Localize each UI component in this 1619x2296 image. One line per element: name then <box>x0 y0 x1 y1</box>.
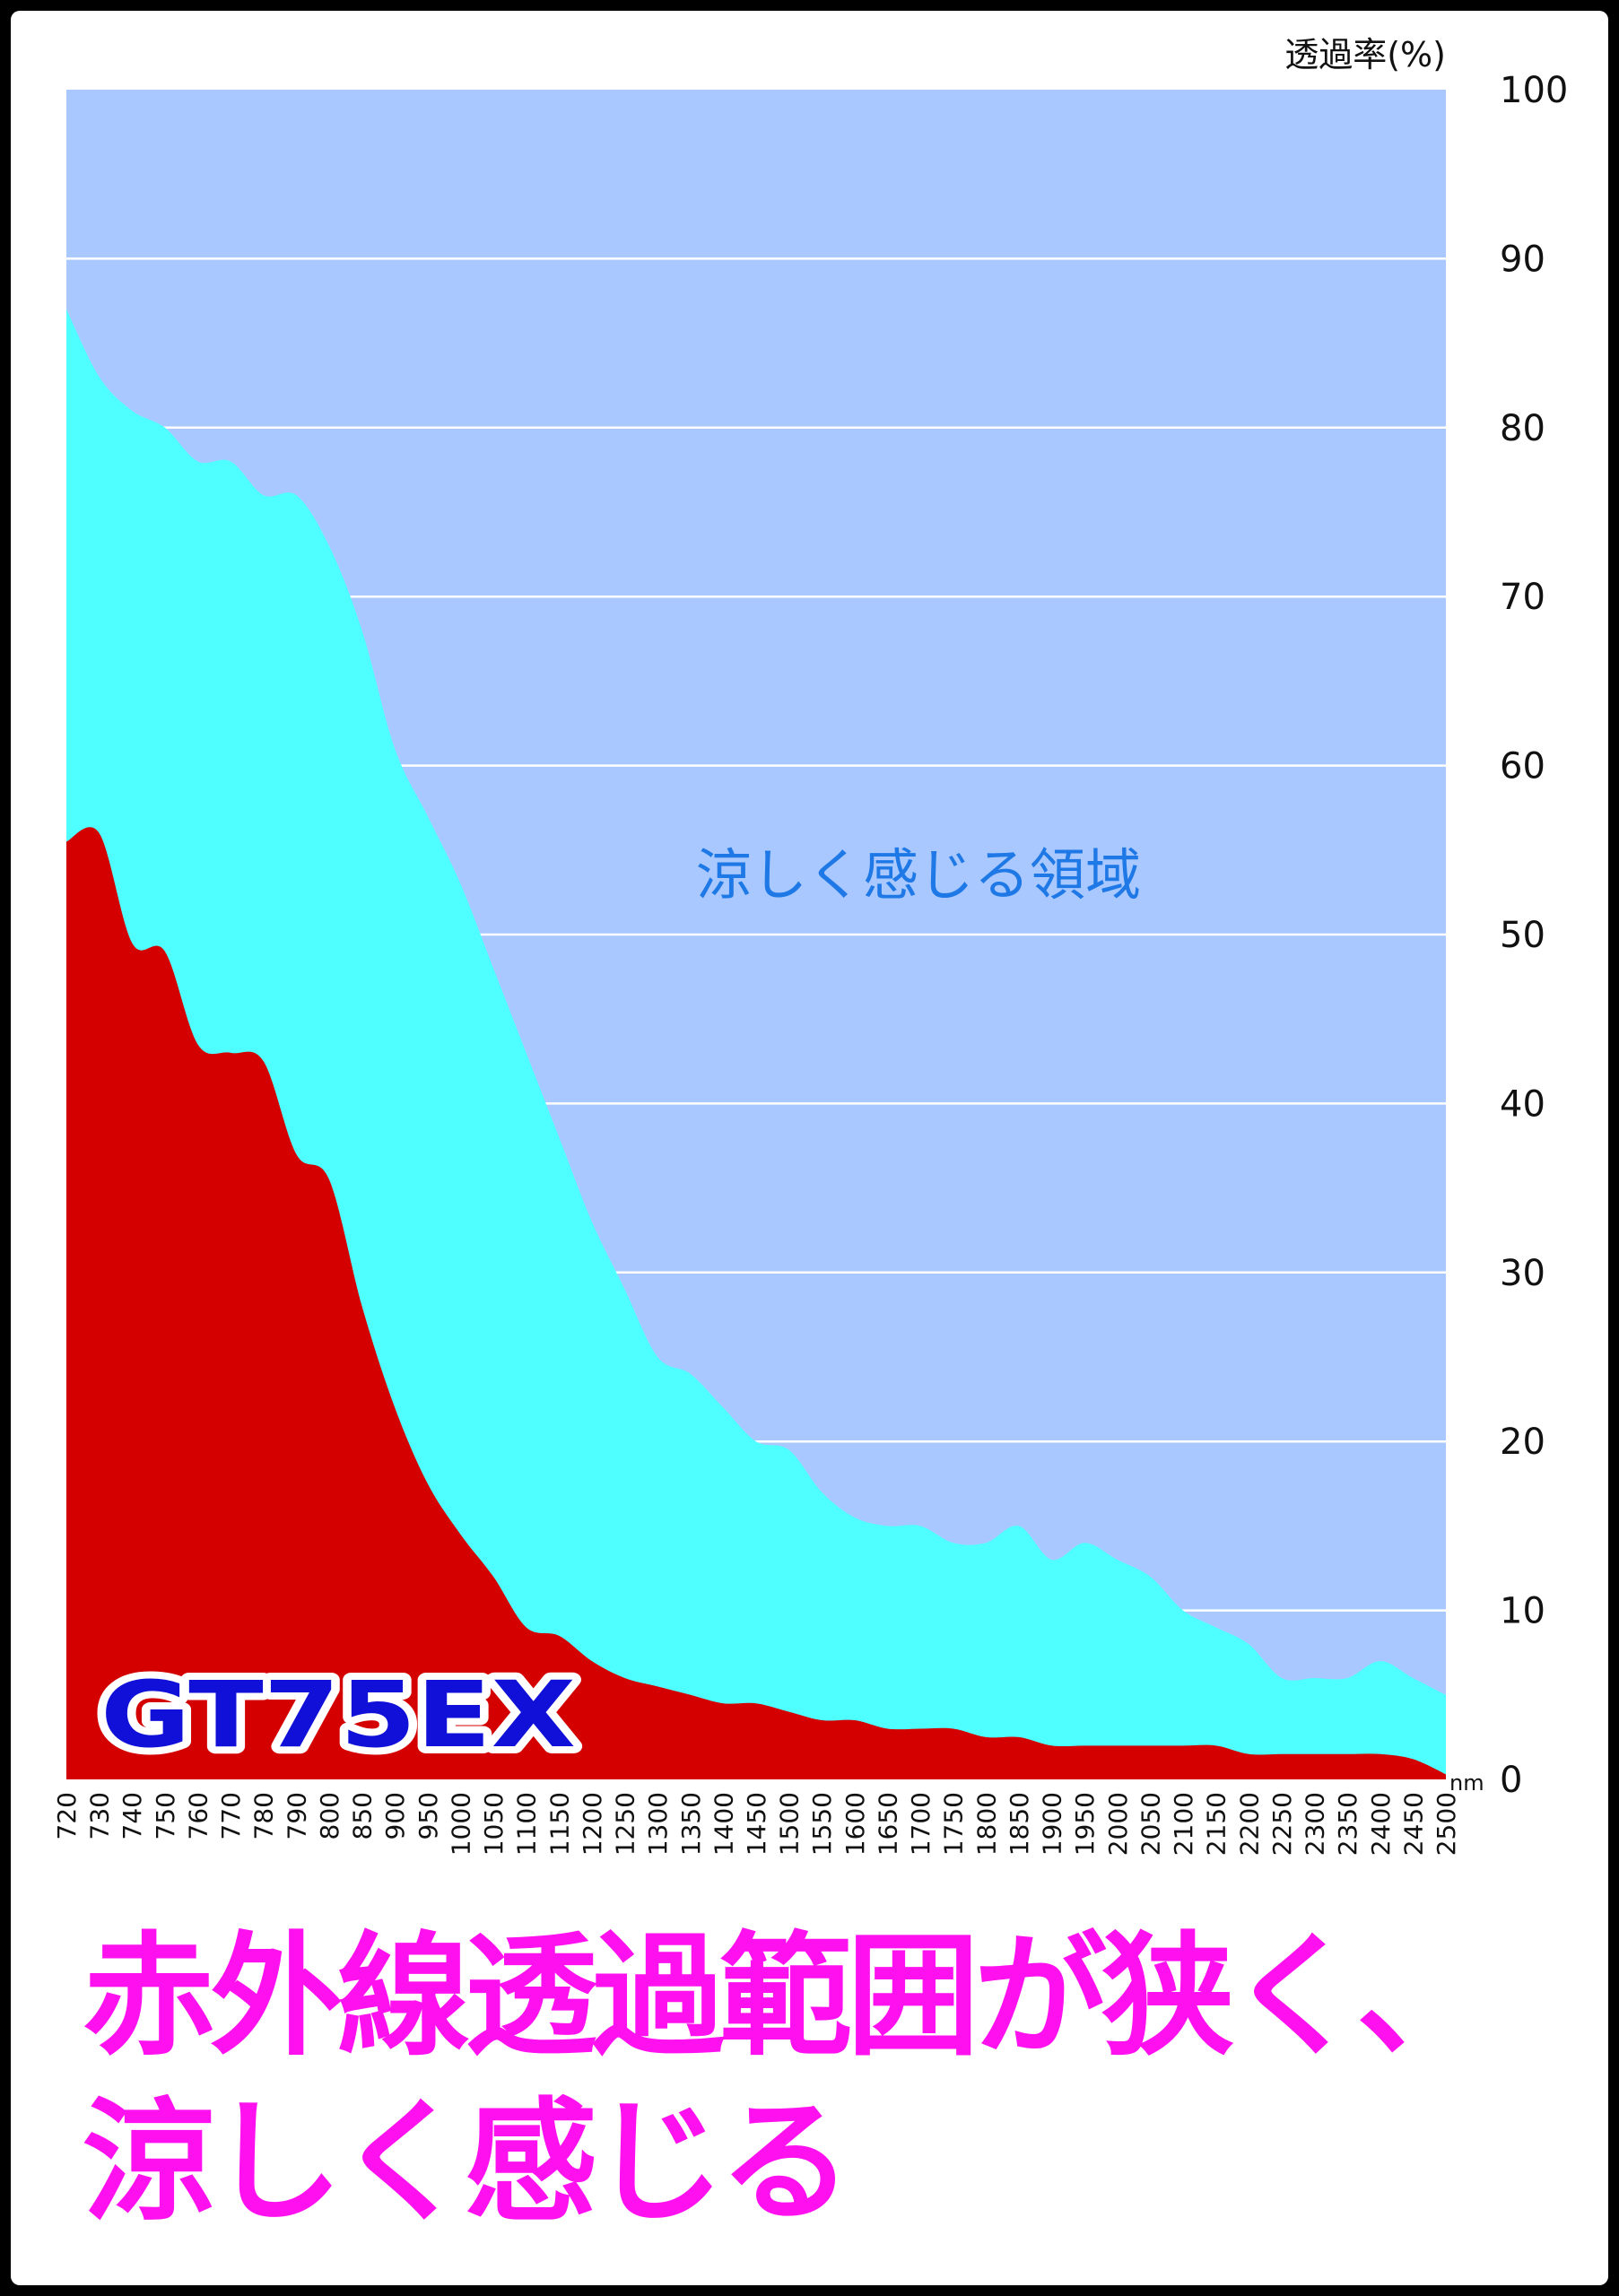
x-tick-label: 1550 <box>807 1792 837 1856</box>
area-series-red <box>66 827 1446 1779</box>
x-tick-label: 1450 <box>742 1792 771 1856</box>
x-tick-label: 780 <box>249 1792 279 1839</box>
x-tick-label: 1000 <box>446 1792 475 1856</box>
y-tick-label: 30 <box>1500 1253 1545 1294</box>
x-tick-label: 760 <box>183 1792 213 1839</box>
x-tick-label: 1850 <box>1005 1792 1034 1856</box>
y-tick-label: 10 <box>1500 1591 1545 1632</box>
x-tick-label: 900 <box>380 1792 410 1839</box>
x-tick-label: 1900 <box>1038 1792 1067 1856</box>
x-tick-label: 1100 <box>512 1792 542 1856</box>
x-tick-label: 2450 <box>1398 1792 1428 1856</box>
x-tick-label: 850 <box>348 1792 378 1839</box>
headline-line-2: 涼しく感じる <box>83 2085 852 2239</box>
y-tick-label: 50 <box>1500 915 1545 956</box>
x-tick-label: 1150 <box>544 1792 574 1856</box>
x-tick-label: 1700 <box>906 1792 936 1856</box>
y-axis-ticks: 0 10 20 30 40 50 60 70 80 90 100 <box>1500 70 1568 1801</box>
y-axis-title: 透過率(%) <box>1284 35 1446 74</box>
x-tick-label: 1800 <box>971 1792 1001 1856</box>
area-series-cyan <box>66 309 1446 1779</box>
x-tick-label: 2400 <box>1366 1792 1396 1856</box>
x-tick-label: 720 <box>52 1792 82 1839</box>
y-tick-label: 60 <box>1500 746 1545 787</box>
x-tick-label: 1400 <box>709 1792 738 1856</box>
x-tick-label: 1050 <box>479 1792 509 1856</box>
x-tick-label: 2300 <box>1301 1792 1330 1856</box>
x-tick-label: 1750 <box>939 1792 969 1856</box>
x-tick-label: 800 <box>315 1792 344 1839</box>
x-tick-label: 750 <box>151 1792 180 1839</box>
x-axis-unit: nm <box>1449 1770 1484 1796</box>
y-tick-label: 100 <box>1500 70 1568 111</box>
x-tick-label: 2250 <box>1267 1792 1297 1856</box>
y-tick-label: 80 <box>1500 408 1545 449</box>
x-tick-label: 1200 <box>578 1792 607 1856</box>
x-tick-label: 790 <box>282 1792 311 1839</box>
x-tick-label: 2000 <box>1103 1792 1133 1856</box>
cool-region-label: 涼しく感じる領域 <box>696 842 1141 908</box>
poster: 0 10 20 30 40 50 60 70 80 90 100 720 730 740 750 760 77… <box>11 11 1608 2285</box>
x-tick-label: 1500 <box>775 1792 805 1856</box>
x-tick-label: 1300 <box>643 1792 673 1856</box>
x-tick-label: 2500 <box>1432 1792 1461 1856</box>
x-tick-label: 1600 <box>840 1792 870 1856</box>
x-axis-ticks: 720 730 740 750 760 770 780 790 800 850 900 950 1000… <box>52 1792 1461 1856</box>
y-tick-label: 0 <box>1500 1760 1522 1801</box>
x-tick-label: 950 <box>413 1792 443 1839</box>
y-tick-label: 70 <box>1500 577 1545 618</box>
x-tick-label: 1250 <box>611 1792 640 1856</box>
y-tick-label: 20 <box>1500 1422 1545 1463</box>
x-tick-label: 2350 <box>1333 1792 1362 1856</box>
x-tick-label: 2100 <box>1169 1792 1198 1856</box>
x-tick-label: 770 <box>216 1792 246 1839</box>
y-tick-label: 40 <box>1500 1083 1545 1125</box>
x-tick-label: 1350 <box>676 1792 706 1856</box>
transmittance-chart: 0 10 20 30 40 50 60 70 80 90 100 720 730 740 750 760 77… <box>52 35 1568 1856</box>
x-tick-label: 1950 <box>1070 1792 1100 1856</box>
product-label: GT75EX <box>100 1662 576 1769</box>
y-tick-label: 90 <box>1500 239 1545 280</box>
x-tick-label: 740 <box>118 1792 147 1839</box>
x-tick-label: 2150 <box>1202 1792 1232 1856</box>
x-tick-label: 2200 <box>1234 1792 1264 1856</box>
x-tick-label: 730 <box>85 1792 115 1839</box>
x-tick-label: 2050 <box>1136 1792 1165 1856</box>
headline-line-1: 赤外線透過範囲が狭く、 <box>83 1919 1489 2074</box>
x-tick-label: 1650 <box>873 1792 902 1856</box>
